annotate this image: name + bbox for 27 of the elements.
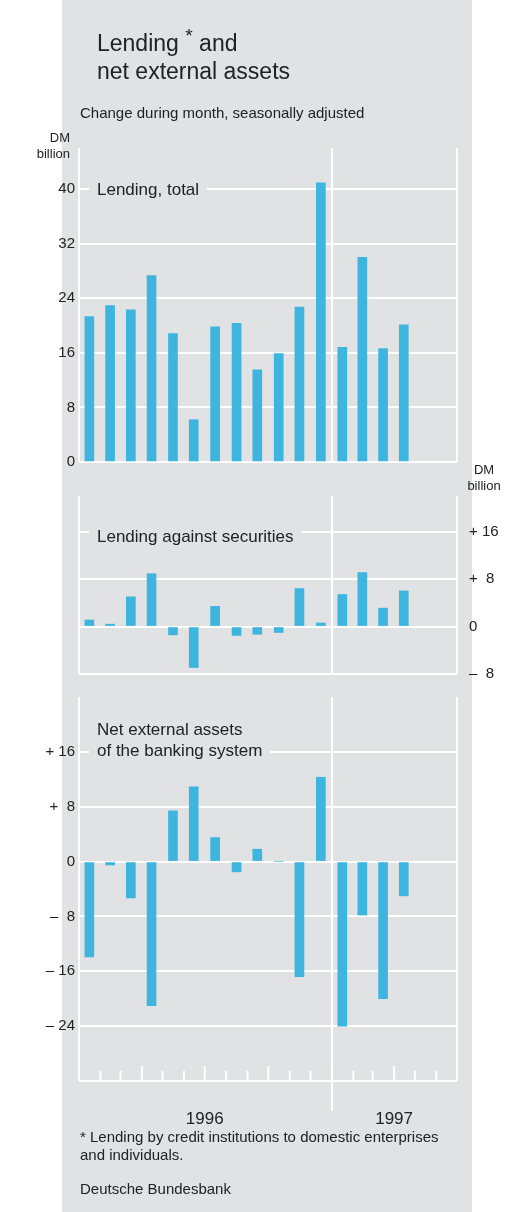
y2-tick-label: 0 [469,616,478,634]
y-tick-label: 0 [66,452,75,470]
y-tick-label: – 8 [49,906,75,924]
y2-tick-label: – 8 [469,664,495,682]
y-tick-label: – 24 [45,1016,75,1034]
text: Net external assets of the banking system [97,719,263,760]
y-tick-label: 16 [58,342,75,360]
y-tick-label: 8 [66,397,75,415]
chart-title: Lending $^{*}$ and net external assets [97,24,291,85]
y2-axis-title: DM billion [466,462,502,494]
chart-subtitle: Change during month, seasonally adjusted [80,104,365,121]
y-tick-label: + 16 [45,742,75,759]
y2-tick-label: + 8 [469,569,495,587]
text: Deutsche Bundesbank [80,1180,232,1198]
y-tick-label: 32 [58,233,75,251]
y-tick-label: 24 [58,288,75,306]
y2-tick-label: + 16 [469,521,499,539]
y-tick-label: 40 [58,179,75,197]
x-tick-label: 1996 [185,1108,224,1128]
y-tick-label: + 8 [49,796,75,814]
y-axis-title: DM billion [35,130,70,162]
text: Lending against securities [97,526,294,546]
text: Lending, total [97,179,200,199]
y-tick-label: 0 [66,851,75,869]
y-tick-label: – 16 [45,961,75,979]
x-tick-label: 1997 [375,1108,414,1128]
text: * Lending by credit institutions to domestic enterprises and individuals. [80,1128,440,1164]
